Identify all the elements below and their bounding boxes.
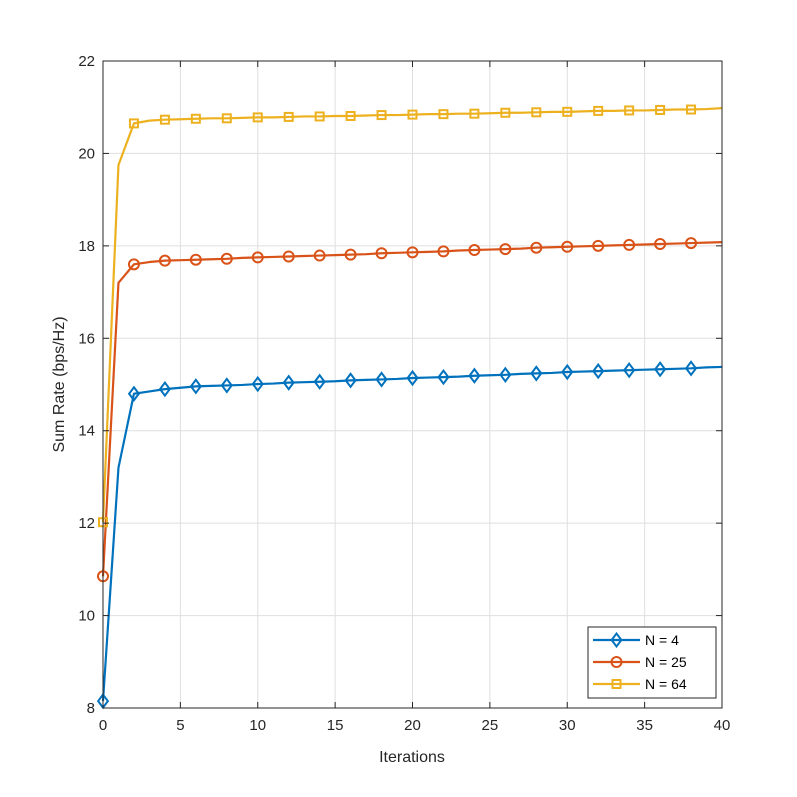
data-point-marker bbox=[468, 244, 481, 257]
data-point-marker bbox=[438, 109, 449, 120]
data-point-marker bbox=[313, 249, 326, 262]
legend-box bbox=[587, 626, 717, 699]
y-tick-label: 14 bbox=[78, 423, 95, 440]
series-group bbox=[96, 104, 723, 710]
data-point-marker bbox=[531, 107, 542, 118]
y-tick-label: 18 bbox=[78, 238, 95, 255]
x-tick-label: 5 bbox=[176, 717, 184, 734]
x-tick-label: 0 bbox=[99, 717, 107, 734]
data-point-marker bbox=[592, 362, 605, 380]
data-point-marker bbox=[189, 378, 202, 395]
data-point-marker bbox=[499, 243, 512, 256]
legend: N = 4 N = 25 N = 64 bbox=[587, 626, 717, 699]
data-point-marker bbox=[282, 374, 295, 391]
legend-marker bbox=[611, 679, 622, 689]
y-tick-label: 10 bbox=[78, 608, 95, 625]
data-point-marker bbox=[158, 254, 171, 267]
legend-label: N = 25 bbox=[645, 654, 687, 670]
data-point-marker bbox=[530, 241, 543, 254]
data-point-marker bbox=[344, 248, 357, 261]
data-point-marker bbox=[653, 361, 667, 378]
legend-label: N = 64 bbox=[645, 676, 687, 692]
data-point-marker bbox=[407, 109, 418, 120]
x-tick-label: 35 bbox=[636, 717, 653, 734]
data-point-marker bbox=[127, 258, 140, 271]
x-tick-label: 20 bbox=[404, 717, 421, 734]
data-point-marker bbox=[561, 240, 574, 253]
x-tick-label: 40 bbox=[714, 717, 731, 734]
data-point-marker bbox=[313, 373, 326, 390]
data-point-marker bbox=[655, 104, 666, 115]
data-point-marker bbox=[593, 105, 604, 116]
data-point-marker bbox=[406, 246, 419, 259]
data-point-marker bbox=[220, 252, 233, 265]
data-point-marker bbox=[252, 112, 263, 123]
data-point-marker bbox=[282, 250, 295, 263]
legend-label: N = 4 bbox=[645, 632, 679, 648]
data-point-marker bbox=[684, 360, 698, 377]
data-point-marker bbox=[190, 113, 201, 124]
data-point-marker bbox=[437, 245, 450, 258]
data-point-marker bbox=[468, 367, 481, 384]
data-point-marker bbox=[685, 237, 698, 250]
series-0 bbox=[96, 360, 723, 710]
y-tick-label: 12 bbox=[78, 515, 95, 532]
data-point-marker bbox=[189, 253, 202, 266]
data-point-marker bbox=[344, 372, 357, 389]
data-point-marker bbox=[345, 110, 356, 121]
data-point-marker bbox=[375, 247, 388, 260]
data-point-marker bbox=[376, 110, 387, 121]
data-point-marker bbox=[220, 377, 233, 394]
data-point-marker bbox=[561, 363, 574, 381]
data-point-marker bbox=[159, 114, 170, 125]
legend-marker bbox=[610, 631, 623, 649]
data-point-marker bbox=[530, 365, 543, 382]
y-tick-label: 16 bbox=[78, 330, 95, 347]
data-point-marker bbox=[500, 107, 511, 118]
data-point-marker bbox=[251, 375, 264, 393]
series-line bbox=[101, 365, 723, 702]
x-tick-label: 15 bbox=[327, 717, 344, 734]
data-point-marker bbox=[314, 111, 325, 122]
y-axis-label: Sum Rate (bps/Hz) bbox=[51, 316, 68, 452]
data-point-marker bbox=[221, 113, 232, 124]
ticks: 0 5 10 15 20 25 30 35 40 8 10 12 14 16 18 20 22 bbox=[78, 53, 730, 734]
data-point-marker bbox=[375, 371, 388, 388]
data-point-marker bbox=[686, 104, 697, 115]
x-axis-label: Iterations bbox=[379, 749, 445, 766]
data-point-marker bbox=[406, 369, 419, 387]
x-tick-label: 30 bbox=[559, 717, 576, 734]
legend-marker bbox=[610, 656, 623, 668]
y-tick-label: 20 bbox=[78, 145, 95, 162]
series-line bbox=[101, 241, 723, 577]
data-point-marker bbox=[654, 238, 667, 251]
x-tick-label: 10 bbox=[249, 717, 266, 734]
data-point-marker bbox=[624, 105, 635, 116]
data-point-marker bbox=[499, 366, 512, 383]
series-line bbox=[101, 107, 723, 523]
data-point-marker bbox=[128, 118, 139, 129]
y-tick-label: 22 bbox=[78, 53, 95, 70]
series-1 bbox=[97, 237, 723, 583]
data-point-marker bbox=[127, 385, 141, 402]
data-point-marker bbox=[562, 106, 573, 117]
data-point-marker bbox=[592, 239, 605, 252]
data-point-marker bbox=[251, 251, 264, 264]
data-point-marker bbox=[623, 362, 636, 379]
series-2 bbox=[98, 104, 723, 528]
data-point-marker bbox=[283, 111, 294, 122]
data-point-marker bbox=[158, 380, 172, 398]
data-point-marker bbox=[623, 238, 636, 251]
data-point-marker bbox=[437, 368, 450, 386]
data-point-marker bbox=[469, 108, 480, 119]
grid bbox=[103, 61, 722, 708]
x-tick-label: 25 bbox=[482, 717, 499, 734]
y-tick-label: 8 bbox=[87, 700, 95, 717]
